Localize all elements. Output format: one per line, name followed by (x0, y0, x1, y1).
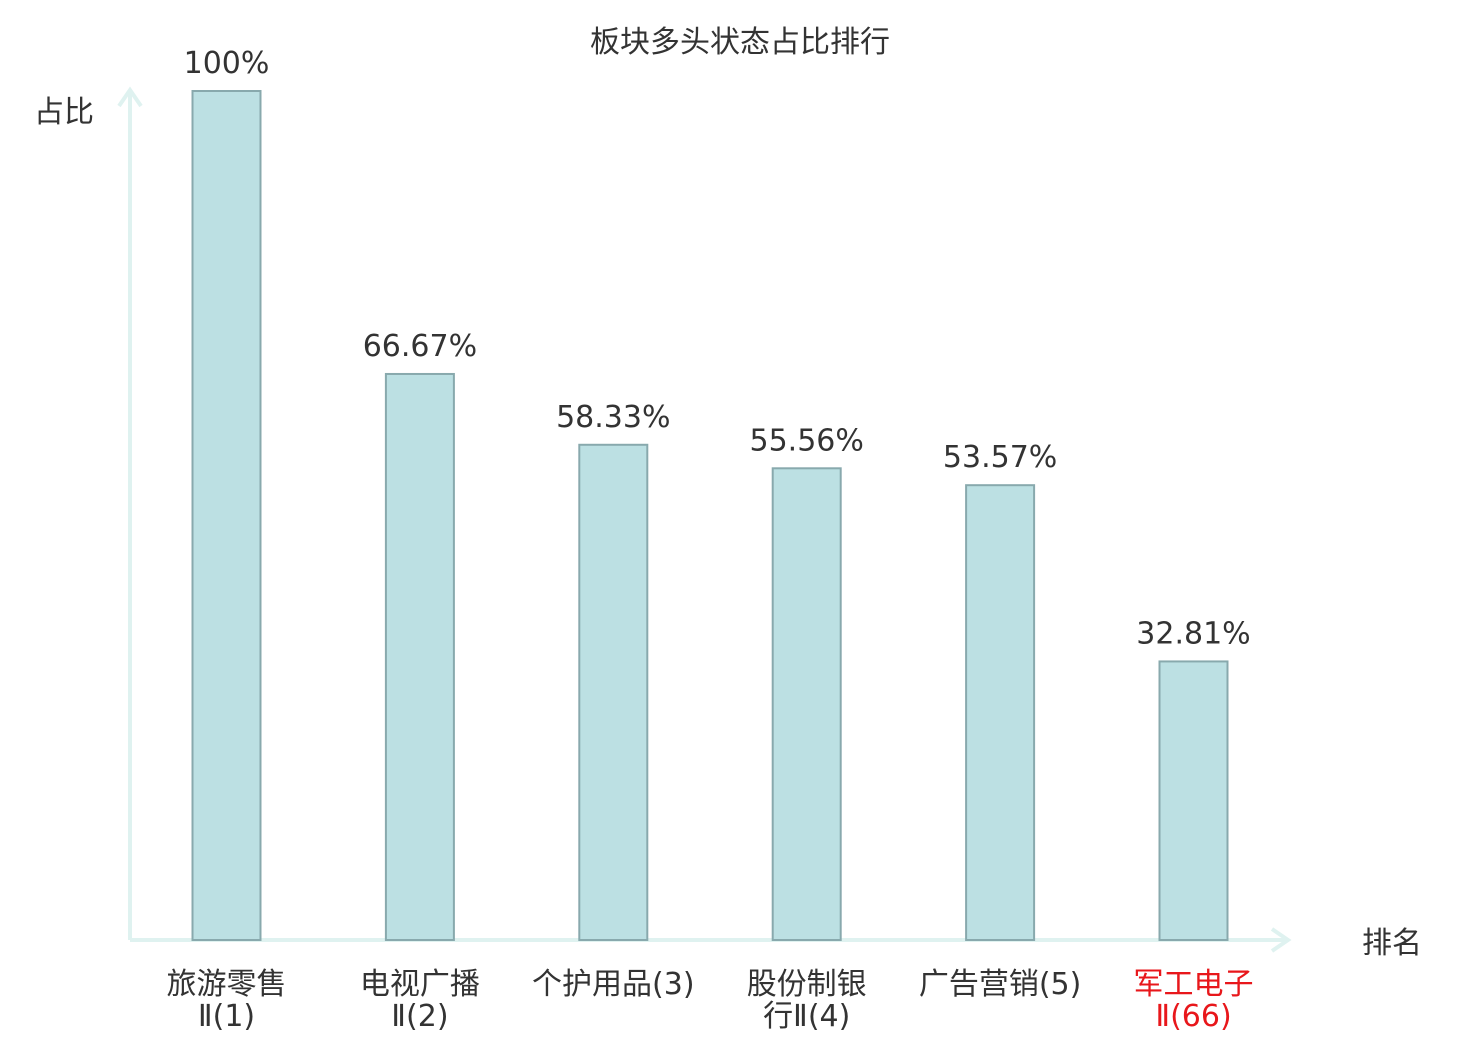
category-tick-label: 军工电子 (1134, 967, 1254, 1002)
bars (191, 90, 1229, 942)
category-tick-label: 个护用品(3) (532, 967, 695, 1002)
category-tick-label: 旅游零售 (167, 967, 287, 1002)
bar-value-label: 32.81% (1136, 616, 1250, 651)
bar (578, 443, 649, 941)
bar-value-label: 55.56% (750, 423, 864, 458)
bar (384, 372, 455, 942)
category-tick-label: 股份制银 (747, 967, 867, 1002)
bar-value-label: 58.33% (556, 400, 670, 435)
bar (191, 90, 262, 941)
category-tick-label: 行Ⅱ(4) (763, 999, 850, 1034)
category-tick-label: Ⅱ(2) (391, 999, 448, 1034)
category-tick-label: Ⅱ(1) (198, 999, 255, 1034)
bar-value-label: 66.67% (363, 329, 477, 364)
chart-title: 板块多头状态占比排行 (590, 25, 890, 60)
bar-value-label: 53.57% (943, 440, 1057, 475)
category-tick-label: 电视广播 (360, 967, 480, 1002)
x-axis-label: 排名 (1362, 926, 1422, 961)
category-tick-label: 广告营销(5) (919, 967, 1082, 1002)
y-axis-label: 占比 (34, 95, 94, 130)
x-axis-arrowhead (1270, 927, 1292, 953)
bar-value-label: 100% (184, 46, 270, 81)
bar (1158, 660, 1229, 941)
axes (117, 86, 1292, 953)
bar (771, 467, 842, 941)
y-axis-arrowhead (117, 86, 143, 108)
category-tick-label: Ⅱ(66) (1155, 999, 1231, 1034)
value-labels: 100% 66.67% 58.33% 55.56% 53.57% 32.81% (184, 46, 1251, 651)
bar (965, 484, 1036, 941)
